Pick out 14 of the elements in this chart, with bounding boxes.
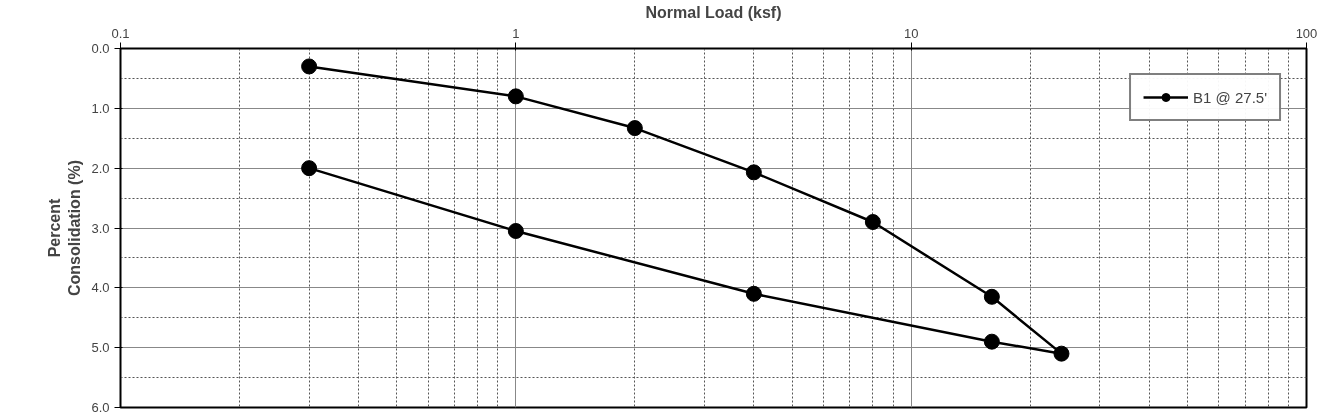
y-tick-label: 5.0	[91, 340, 110, 356]
x-axis-title: Normal Load (ksf)	[645, 3, 782, 21]
legend-label: B1 @ 27.5'	[1193, 88, 1267, 106]
y-tick-label: 1.0	[91, 100, 110, 116]
x-tick-label: 1	[512, 25, 520, 41]
y-tick-label: 0.0	[91, 41, 110, 56]
x-tick-label: 0.1	[111, 25, 130, 41]
y-tick-label: 4.0	[91, 280, 110, 296]
y-tick-label: 3.0	[91, 220, 110, 236]
y-tick-label: 2.0	[91, 160, 110, 176]
y-tick-label: 6.0	[91, 400, 110, 415]
x-tick-label: 100	[1295, 25, 1318, 41]
y-axis-title: Percent Consolidation (%)	[46, 160, 84, 296]
x-tick-label: 10	[903, 25, 919, 41]
